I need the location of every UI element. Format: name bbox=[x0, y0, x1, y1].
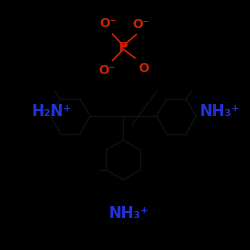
Text: O⁻: O⁻ bbox=[99, 64, 116, 78]
Text: NH₃⁺: NH₃⁺ bbox=[108, 206, 149, 220]
Text: O⁻: O⁻ bbox=[132, 18, 149, 30]
Text: H₂N⁺: H₂N⁺ bbox=[32, 104, 72, 119]
Text: NH₃⁺: NH₃⁺ bbox=[200, 104, 240, 119]
Text: O: O bbox=[138, 62, 149, 75]
Text: P: P bbox=[119, 41, 128, 54]
Text: O⁻: O⁻ bbox=[100, 17, 117, 30]
